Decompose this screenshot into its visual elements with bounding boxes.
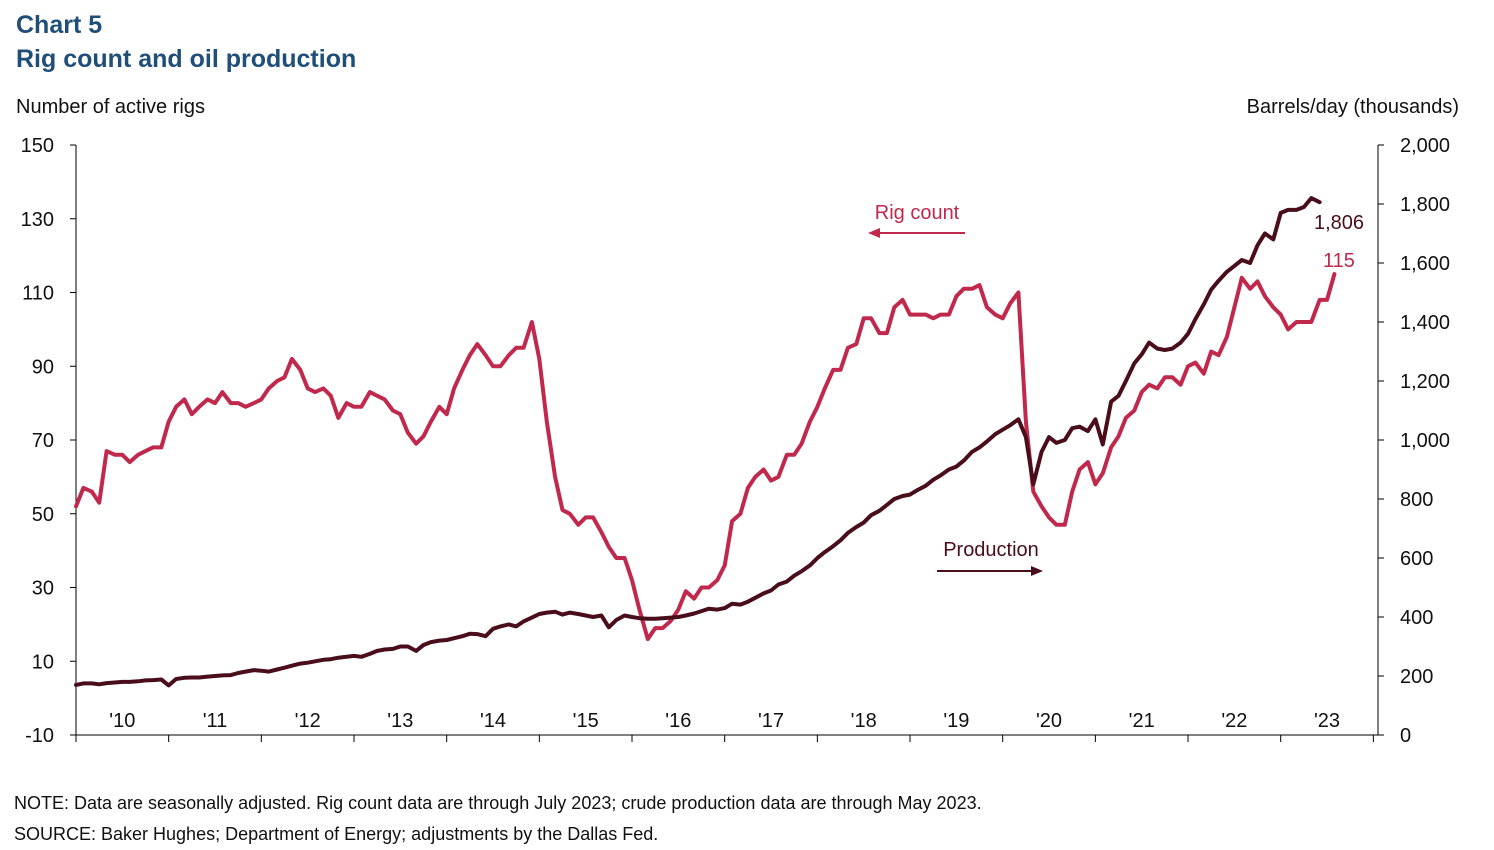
right-tick-label: 1,400 — [1400, 312, 1450, 334]
left-tick-label: 110 — [22, 283, 54, 305]
right-tick-label: 1,000 — [1400, 430, 1450, 452]
x-tick-label: '10 — [109, 710, 135, 732]
production-end-label: 1,806 — [1314, 212, 1364, 234]
right-tick-label: 2,000 — [1400, 135, 1450, 157]
left-tick-label: 90 — [32, 356, 54, 378]
x-tick-label: '21 — [1129, 710, 1155, 732]
x-tick-label: '17 — [758, 710, 784, 732]
right-tick-label: 600 — [1400, 548, 1433, 570]
axes: 150 130 110 90 70 50 30 10 -10 2,000 1,800 1,600 1,4… — [21, 135, 1450, 747]
x-tick-label: '22 — [1221, 710, 1247, 732]
x-tick-label: '12 — [295, 710, 321, 732]
chart-number: Chart 5 — [16, 11, 103, 39]
annotations: Rig count Production 1,806 115 — [868, 202, 1364, 576]
left-tick-label: 150 — [21, 135, 54, 157]
x-tick-label: '14 — [480, 710, 506, 732]
right-tick-label: 1,600 — [1400, 253, 1450, 275]
left-tick-label: 130 — [21, 209, 54, 231]
chart-title: Rig count and oil production — [16, 45, 357, 73]
left-tick-label: -10 — [25, 725, 54, 747]
production-line — [74, 196, 1322, 688]
left-tick-label: 10 — [32, 651, 54, 673]
production-arrow-head — [1031, 566, 1043, 576]
production-annotation: Production — [943, 539, 1039, 561]
right-tick-label: 1,800 — [1400, 194, 1450, 216]
x-tick-label: '18 — [851, 710, 877, 732]
right-tick-label: 400 — [1400, 607, 1433, 629]
x-tick-label: '11 — [203, 710, 228, 732]
left-tick-label: 30 — [32, 578, 54, 600]
rig-count-line — [74, 272, 1337, 642]
rig-count-arrow-head — [868, 228, 880, 238]
right-tick-label: 1,200 — [1400, 371, 1450, 393]
left-tick-label: 50 — [32, 504, 54, 526]
title-block: Chart 5 Rig count and oil production — [16, 8, 356, 76]
right-tick-label: 0 — [1400, 725, 1411, 747]
right-tick-label: 200 — [1400, 666, 1433, 688]
right-tick-label: 800 — [1400, 489, 1433, 511]
x-tick-label: '23 — [1314, 710, 1340, 732]
series-group — [74, 196, 1337, 688]
x-tick-label: '19 — [943, 710, 969, 732]
source-text: SOURCE: Baker Hughes; Department of Ener… — [14, 824, 659, 844]
left-axis-label: Number of active rigs — [16, 96, 205, 118]
footer-notes: NOTE: Data are seasonally adjusted. Rig … — [14, 788, 982, 850]
note-text: NOTE: Data are seasonally adjusted. Rig … — [14, 793, 982, 813]
x-tick-label: '13 — [387, 710, 413, 732]
right-axis-label: Barrels/day (thousands) — [1247, 96, 1459, 118]
rig-count-annotation: Rig count — [875, 202, 960, 224]
x-tick-label: '20 — [1036, 710, 1062, 732]
x-tick-label: '16 — [665, 710, 691, 732]
x-tick-label: '15 — [573, 710, 599, 732]
rig-count-end-label: 115 — [1323, 250, 1355, 272]
left-tick-label: 70 — [32, 430, 54, 452]
